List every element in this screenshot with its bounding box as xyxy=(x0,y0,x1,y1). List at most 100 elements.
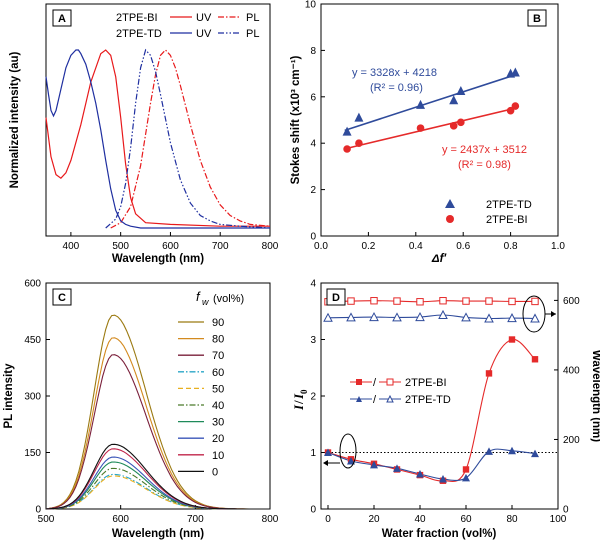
panel-b-fit-eq-bi: y = 2437x + 3512 xyxy=(442,144,527,156)
panel-d-legend-bi-filled-marker xyxy=(356,379,362,385)
panel-a-legend-td: 2TPE-TD xyxy=(116,28,162,40)
panel-c-legend: 90 80 70 60 50 40 30 20 10 0 xyxy=(178,317,224,478)
panel-b-data-point xyxy=(511,102,520,110)
panel-c-legend-label: 40 xyxy=(212,400,224,412)
panel-a-series-line xyxy=(105,48,271,229)
panel-d-data-point xyxy=(416,298,424,306)
panel-c-x-tick-label: 700 xyxy=(187,514,204,525)
panel-d-x-tick-label: 20 xyxy=(368,514,380,525)
panel-d-x-tick-label: 60 xyxy=(460,514,472,525)
panel-d-legend-td-filled-marker xyxy=(356,396,362,402)
panel-a-x-tick-label: 600 xyxy=(162,241,179,252)
panel-b-y-axis-label: Stokes shift (x10³ cm⁻¹) xyxy=(290,55,302,184)
panel-c-legend-title-f: f xyxy=(196,289,201,304)
panel-d-right-y-tick-label: 0 xyxy=(563,505,569,516)
panel-d-data-point xyxy=(347,456,355,465)
panel-b-fit-line xyxy=(344,107,516,150)
panel-d-data-point xyxy=(461,312,471,322)
panel-c-y-tick-label: 300 xyxy=(24,392,41,403)
panel-c-legend-title-unit: (vol%) xyxy=(213,293,244,305)
panel-d-left-axis-label-i: I xyxy=(291,404,306,411)
panel-b-data-point xyxy=(354,112,364,122)
panel-b-x-tick-label: 0.6 xyxy=(456,241,470,252)
panel-d-data-point xyxy=(415,312,425,322)
panel-a-x-tick-label: 800 xyxy=(262,241,279,252)
panel-b-x-tick-label: 1.0 xyxy=(551,241,565,252)
panel-d-right-y-tick-label: 200 xyxy=(563,435,580,446)
panel-d-legend-td: 2TPE-TD xyxy=(405,394,451,406)
panel-d-right-y-tick-label: 600 xyxy=(563,296,580,307)
panel-b: 0.0 0.2 0.4 0.6 0.8 1.0 0 2 4 6 8 10 B y = 3328x + … xyxy=(290,0,565,265)
panel-c-legend-label: 70 xyxy=(212,350,224,362)
panel-d-left-y-tick-label: 4 xyxy=(310,279,316,290)
panel-c-y-tick-label: 450 xyxy=(24,335,41,346)
panel-b-badge-box xyxy=(527,9,547,27)
panel-d-series-line xyxy=(327,448,536,482)
panel-b-data-point xyxy=(416,124,425,132)
panel-d-right-axis-label: Wavelength (nm) xyxy=(590,350,600,442)
panel-c-legend-label: 30 xyxy=(212,417,224,429)
panel-d-data-point xyxy=(462,297,470,305)
panel-c-legend-label: 50 xyxy=(212,383,224,395)
panel-c-series-line xyxy=(45,443,270,510)
panel-b-badge: B xyxy=(533,13,541,25)
panel-d-data-point xyxy=(323,312,333,322)
panel-d-left-axis-ellipse xyxy=(339,433,357,469)
panel-d-right-arrowhead xyxy=(551,311,556,317)
panel-d-legend-bi: 2TPE-BI xyxy=(405,377,447,389)
panel-d-series-line xyxy=(327,300,536,303)
panel-d-points xyxy=(323,297,540,484)
panel-d-data-point xyxy=(346,312,356,322)
panel-d-x-tick-label: 100 xyxy=(550,514,567,525)
panel-b-y-tick-label: 8 xyxy=(310,46,316,57)
panel-d-left-axis-label-sub: 0 xyxy=(299,389,309,394)
panel-b-data-point xyxy=(449,122,458,130)
panel-d-series-line xyxy=(327,314,536,320)
panel-b-data-point xyxy=(355,139,363,147)
panel-d-data-point xyxy=(485,370,493,377)
panel-b-y-tick-label: 2 xyxy=(310,185,316,196)
panel-b-legend-td-marker xyxy=(445,199,455,208)
panel-b-y-tick-label: 4 xyxy=(310,139,316,150)
panel-b-ticks: 0.0 0.2 0.4 0.6 0.8 1.0 0 2 4 6 8 10 xyxy=(305,0,566,252)
panel-d-data-point xyxy=(370,460,378,469)
panel-d-data-point xyxy=(462,473,470,482)
panel-d-left-axis-label-sep: / xyxy=(291,400,306,405)
panel-c-series-line xyxy=(46,475,270,510)
panel-d-data-point xyxy=(416,469,424,478)
panel-d-data-point xyxy=(484,313,494,323)
panel-a-x-tick-label: 500 xyxy=(112,241,129,252)
panel-c-y-axis-label: PL intensity xyxy=(3,363,15,429)
panel-a-badge-box xyxy=(52,9,72,27)
panel-a-legend-bi-uv: UV xyxy=(196,12,212,24)
panel-d-data-point xyxy=(485,447,493,455)
panel-a-legend-bi: 2TPE-BI xyxy=(116,12,158,24)
panel-b-x-tick-label: 0.0 xyxy=(314,241,328,252)
panel-d-left-y-tick-label: 0 xyxy=(310,505,316,516)
panel-a-legend-td-pl: PL xyxy=(246,28,259,40)
panel-c-x-tick-label: 500 xyxy=(38,514,55,525)
panel-d-data-point xyxy=(347,297,355,305)
panel-d-x-tick-label: 80 xyxy=(506,514,518,525)
panel-c-curves xyxy=(45,314,270,510)
panel-d-left-axis-label: I / I 0 xyxy=(291,389,309,411)
panel-d-data-point xyxy=(393,464,401,472)
panel-d-badge: D xyxy=(332,292,340,304)
panel-a-x-tick-label: 700 xyxy=(212,241,229,252)
panel-a-legend-bi-pl: PL xyxy=(246,12,259,24)
panel-d-legend-bi-open-marker xyxy=(386,378,394,386)
panel-d-legend: / 2TPE-BI / 2TPE-TD xyxy=(350,377,451,406)
panel-b-data-point xyxy=(506,106,515,115)
panel-d-data-point xyxy=(393,297,401,305)
panel-c-y-tick-label: 150 xyxy=(24,448,41,459)
panel-c-x-axis-label: Wavelength (nm) xyxy=(112,528,204,540)
panel-b-legend-bi: 2TPE-BI xyxy=(486,214,528,226)
panel-d-data-point xyxy=(508,446,516,455)
panel-d-left-y-tick-label: 1 xyxy=(310,448,316,459)
panel-d-data-point xyxy=(531,297,539,306)
panel-d-curves xyxy=(327,300,536,483)
panel-c-legend-label: 0 xyxy=(212,466,218,478)
panel-d-left-axis-label-i0: I xyxy=(291,393,306,400)
